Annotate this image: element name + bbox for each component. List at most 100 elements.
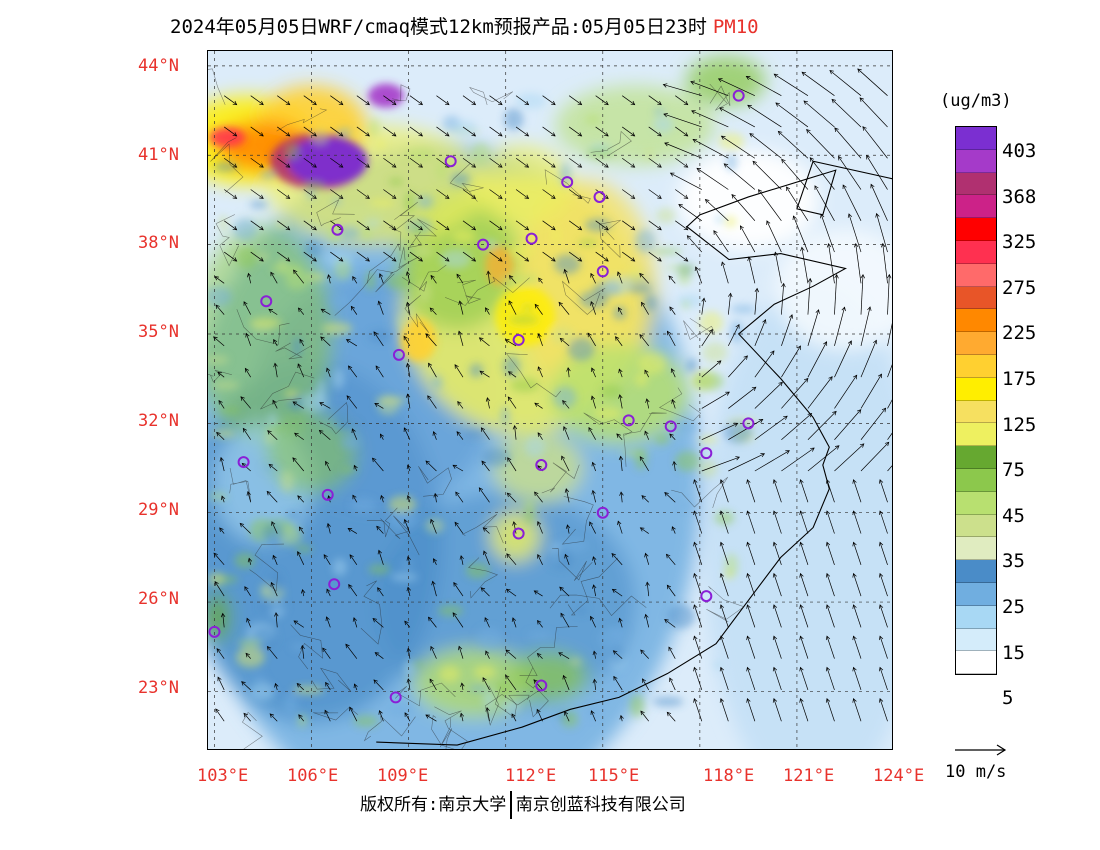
concentration-blob	[262, 522, 286, 545]
wind-arrow	[852, 541, 862, 565]
wind-arrow	[480, 587, 490, 597]
province-border	[390, 246, 420, 274]
wind-arrow	[383, 126, 397, 137]
wind-arrow	[721, 261, 729, 284]
wind-arrow	[834, 374, 858, 409]
colorbar-cell	[956, 377, 996, 401]
concentration-blob	[218, 214, 228, 233]
wind-arrow	[350, 305, 358, 315]
wind-arrow	[537, 432, 543, 440]
province-border	[449, 163, 484, 202]
wind-arrow	[436, 189, 450, 199]
concentration-blob	[579, 290, 609, 309]
concentration-blob	[677, 293, 703, 309]
lon-label: 115°E	[588, 766, 640, 786]
province-border	[445, 276, 530, 306]
wind-arrow	[612, 650, 623, 659]
wind-arrow	[852, 635, 862, 659]
wind-arrow	[807, 445, 840, 472]
wind-arrow	[330, 95, 344, 106]
wind-arrow	[274, 682, 279, 691]
wind-arrow	[300, 588, 306, 597]
concentration-blob	[606, 626, 627, 637]
wind-arrow	[754, 319, 767, 347]
wind-arrow	[373, 679, 384, 691]
concentration-blob	[685, 358, 698, 374]
province-borders	[208, 68, 892, 749]
wind-arrow	[728, 453, 766, 472]
wind-arrow	[320, 336, 331, 347]
wind-arrow	[218, 399, 225, 409]
wind-arrow	[542, 126, 556, 137]
city-marker	[321, 488, 334, 501]
wind-arrow	[244, 367, 252, 378]
wind-arrow	[592, 584, 597, 597]
wind-arrow	[693, 541, 703, 565]
wind-arrow	[273, 338, 278, 347]
lon-label: 118°E	[703, 766, 755, 786]
concentration-blob	[353, 715, 379, 728]
city-marker	[512, 527, 525, 540]
concentration-blob	[270, 262, 302, 274]
wind-arrow	[409, 126, 424, 137]
wind-arrow	[404, 712, 411, 722]
wind-arrow	[588, 426, 596, 440]
wind-arrow	[383, 189, 397, 199]
concentration-blob	[335, 409, 348, 431]
wind-arrow	[271, 521, 278, 534]
wind-arrow	[719, 107, 756, 128]
wind-arrow	[772, 698, 782, 722]
wind-arrow	[266, 490, 278, 503]
wind-arrow	[814, 185, 835, 221]
province-border	[318, 401, 349, 435]
wind-arrow	[242, 427, 252, 440]
wind-arrow	[427, 395, 437, 409]
wind-arrow	[267, 430, 278, 440]
wind-arrow	[825, 479, 835, 503]
wind-arrow	[719, 541, 729, 565]
wind-arrow	[693, 698, 703, 722]
wind-arrow	[383, 95, 397, 106]
concentration-blob	[368, 118, 380, 137]
wind-arrow	[272, 399, 278, 409]
concentration-blob	[502, 701, 519, 712]
wind-arrow	[754, 287, 760, 315]
wind-arrow	[754, 350, 775, 378]
wind-arrow	[430, 518, 437, 534]
wind-arrow	[799, 604, 809, 628]
wind-arrow	[799, 635, 809, 659]
concentration-blob	[385, 272, 413, 290]
province-border	[363, 715, 416, 742]
wind-arrow	[505, 649, 517, 659]
city-marker	[328, 578, 341, 591]
wind-arrow	[719, 666, 729, 691]
wind-arrow	[452, 612, 464, 628]
wind-arrow	[515, 189, 530, 199]
wind-arrow	[568, 157, 583, 168]
city-marker	[260, 295, 273, 308]
wind-arrow	[330, 126, 344, 137]
wind-arrow	[297, 495, 305, 503]
concentration-blob	[667, 604, 696, 629]
wind-arrow	[773, 251, 782, 284]
wind-arrow	[792, 215, 809, 253]
wind-arrow	[825, 604, 835, 628]
city-marker	[700, 447, 713, 460]
concentration-blob	[417, 195, 434, 209]
wind-arrow	[219, 456, 225, 472]
concentration-blob	[612, 305, 627, 320]
concentration-blob	[410, 661, 425, 668]
concentration-blob	[329, 293, 351, 309]
concentration-blob	[388, 177, 404, 187]
province-border	[249, 543, 284, 592]
wind-arrow	[223, 95, 238, 106]
city-marker	[331, 223, 344, 236]
wind-arrow	[825, 698, 835, 722]
wind-arrow	[866, 154, 888, 190]
wind-arrow	[701, 297, 706, 315]
wind-arrow	[691, 110, 729, 128]
wind-arrow	[246, 617, 252, 628]
colorbar-label: 15	[1002, 641, 1025, 664]
concentration-blob	[440, 249, 471, 269]
wind-arrow	[455, 491, 464, 503]
